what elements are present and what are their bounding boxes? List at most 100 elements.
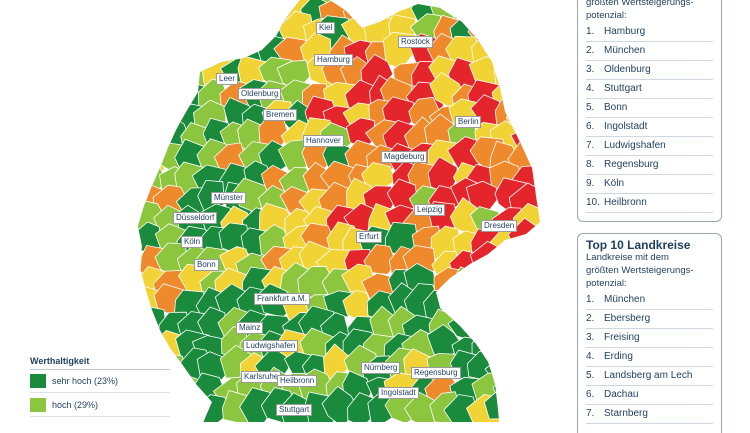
district-region [138,119,147,154]
top-landkreis-rank: 6. [586,389,595,400]
district-region [341,0,376,15]
district-region [515,392,540,422]
top-landkreis-item: 4. Erding [586,348,713,367]
district-region [430,0,461,8]
district-region [151,75,191,113]
district-region [138,73,169,109]
district-region [221,0,254,34]
top-city-name: Bonn [604,102,628,113]
top-landkreise-subtitle-1: Landkreise mit dem [586,252,669,263]
top-city-rank: 9. [586,178,595,189]
district-region [170,37,207,68]
district-region [495,0,527,31]
district-region [474,0,507,13]
germany-value-map [138,0,540,422]
district-region [138,62,150,94]
top-city-rank: 5. [586,102,595,113]
district-region [214,17,254,50]
top-cities-subtitle-3: potenzial: [586,10,627,21]
legend-label-hoch: hoch (29%) [52,400,99,410]
city-label: Oldenburg [238,88,282,100]
legend-item-sehr-hoch: sehr hoch (23%) [30,374,170,393]
top-city-item: 8. Regensburg [586,156,713,175]
top-landkreise-panel: Top 10 Landkreise Landkreise mit dem grö… [577,233,722,433]
top-city-name: Köln [604,178,625,189]
top-city-name: Oldenburg [604,64,651,75]
legend-label-sehr-hoch: sehr hoch (23%) [52,376,119,386]
legend-swatch-sehr-hoch [30,374,46,388]
district-region [508,287,540,325]
top-landkreis-rank: 7. [586,408,595,419]
district-region [465,266,501,303]
city-label: Nürnberg [361,362,401,374]
district-region [138,158,147,197]
district-region [404,0,436,2]
district-region [403,391,440,422]
district-region [256,0,293,10]
city-label: Berlin [455,116,482,128]
city-label: Dresden [481,220,518,232]
district-region [492,373,528,408]
top-cities-list: 1. Hamburg 2. München 3. Oldenburg 4. Stuttgart… [586,23,713,213]
district-region [138,34,173,66]
top-landkreis-name: Freising [604,332,640,343]
city-label: Karlsruhe [241,371,282,383]
top-landkreise-title: Top 10 Landkreise [586,238,691,252]
top-city-item: 9. Köln [586,175,713,194]
district-region [488,285,522,322]
city-label: Rostock [398,36,433,48]
top-city-name: Ingolstadt [604,121,648,132]
district-region [138,9,146,49]
top-landkreis-item: 6. Dachau [586,386,713,405]
top-city-rank: 2. [586,45,595,56]
district-region [494,307,524,347]
top-city-rank: 3. [586,64,595,75]
top-landkreis-rank: 1. [586,294,595,305]
city-label: Hannover [303,135,344,147]
district-region [490,0,529,12]
top-city-item: 1. Hamburg [586,23,713,42]
top-city-rank: 4. [586,83,595,94]
district-region [194,16,236,49]
top-city-name: Regensburg [604,159,659,170]
city-label: Regensburg [411,367,461,379]
district-region [489,325,520,361]
district-region [443,394,479,422]
city-label: Stuttgart [276,404,313,416]
legend-swatch-hoch [30,398,46,412]
top-city-item: 3. Oldenburg [586,61,713,80]
top-landkreis-name: Ebersberg [604,313,651,324]
city-label: Leer [216,73,239,85]
district-region [473,289,506,323]
top-city-rank: 8. [586,159,595,170]
district-region [138,36,146,69]
district-region [238,0,275,6]
city-label: Erfurt [356,231,382,243]
district-region [368,0,399,5]
top-city-item: 7. Ludwigshafen [586,137,713,156]
district-region [157,31,193,70]
legend-item-hoch: hoch (29%) [30,398,170,417]
district-region [138,291,146,325]
district-region [138,142,145,178]
top-city-name: Heilbronn [604,197,647,208]
top-city-rank: 1. [586,26,595,37]
city-label: Magdeburg [381,151,428,163]
top-landkreis-item: 3. Freising [586,329,713,348]
top-landkreis-item: 5. Landsberg am Lech [586,367,713,386]
district-region [154,0,187,4]
district-region [138,310,141,343]
top-landkreis-name: Dachau [604,389,639,400]
city-label: Leipzig [414,204,446,216]
district-region [138,97,147,130]
city-label: Frankfurt a.M. [254,293,310,305]
top-city-item: 10. Heilbronn [586,194,713,213]
map-legend: Werthaltigkeit sehr hoch (23%) hoch (29%… [30,356,170,422]
top-landkreis-item: 2. Ebersberg [586,310,713,329]
city-label: Ingolstadt [378,387,419,399]
city-label: Köln [181,236,204,248]
top-city-name: Stuttgart [604,83,642,94]
district-region [177,0,214,5]
top-cities-subtitle-2: größten Wertsteigerungs- [586,0,694,8]
city-label: Kiel [316,22,336,34]
